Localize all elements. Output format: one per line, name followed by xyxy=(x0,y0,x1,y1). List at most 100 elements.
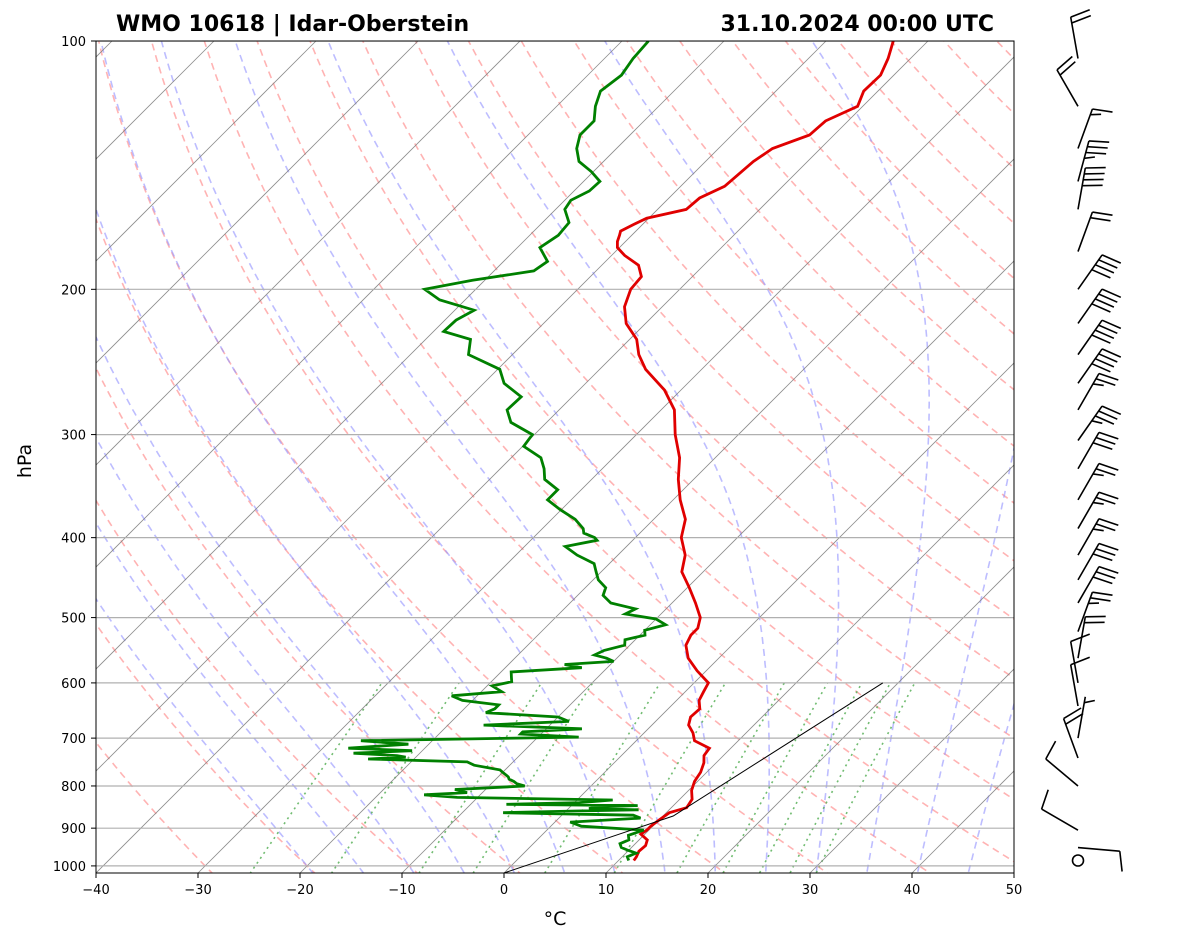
wind-barb xyxy=(1077,517,1119,556)
parcel-path-line xyxy=(503,682,884,873)
isotherm-line xyxy=(707,566,1014,873)
wind-barb xyxy=(1077,108,1113,149)
mixing-ratio-line xyxy=(789,682,892,873)
moist-adiabat-line xyxy=(96,207,516,873)
moist-adiabat-line xyxy=(160,41,616,873)
isotherm-line xyxy=(96,41,317,262)
wind-barb xyxy=(1069,8,1092,59)
wind-barb xyxy=(1077,696,1095,739)
x-tick-label: 10 xyxy=(598,883,615,898)
dry-adiabat-line xyxy=(96,366,522,873)
isotherm-line xyxy=(503,362,1014,873)
moist-adiabat-line xyxy=(967,701,1014,873)
isotherm-line xyxy=(96,41,521,466)
x-axis-label: °C xyxy=(544,908,567,930)
dry-adiabat-line xyxy=(1136,23,1181,884)
wind-barb xyxy=(1040,789,1079,831)
isotherm-line xyxy=(1013,872,1014,873)
dry-adiabat-line xyxy=(361,41,1014,740)
dry-adiabat-line xyxy=(96,216,624,873)
x-tick-label: −30 xyxy=(184,883,211,898)
mixing-ratio-line xyxy=(543,682,661,873)
dry-adiabat-line xyxy=(309,41,1014,801)
x-tick-label: 40 xyxy=(904,883,921,898)
wind-barb xyxy=(1062,707,1084,759)
dry-adiabat-line xyxy=(1032,23,1181,884)
y-tick-label: 500 xyxy=(61,612,86,627)
isotherm-line xyxy=(809,668,1014,873)
wind-barb xyxy=(1077,431,1119,470)
dry-adiabat-line xyxy=(573,41,1014,505)
dry-adiabat-line xyxy=(678,41,1014,391)
y-tick-label: 400 xyxy=(61,532,86,547)
y-tick-label: 200 xyxy=(61,283,86,298)
x-tick-label: 30 xyxy=(802,883,819,898)
chart-title-station: WMO 10618 | Idar-Oberstein xyxy=(116,12,469,37)
mixing-ratio-line xyxy=(758,682,863,873)
wind-barb xyxy=(1077,288,1122,324)
wind-barb xyxy=(1069,633,1090,684)
mixing-ratio-line xyxy=(330,682,460,873)
y-tick-label: 300 xyxy=(61,429,86,444)
y-tick-label: 600 xyxy=(61,677,86,692)
wind-barb xyxy=(1077,166,1106,210)
plot-background xyxy=(96,41,1014,873)
mixing-ratio-line xyxy=(675,682,785,873)
x-tick-label: 0 xyxy=(500,883,508,898)
y-tick-label: 1000 xyxy=(53,860,86,875)
moist-adiabat-line xyxy=(96,335,466,873)
moist-adiabat-line xyxy=(811,41,930,873)
wind-barb xyxy=(1045,740,1079,787)
dry-adiabat-line xyxy=(97,41,727,873)
moist-adiabat-line xyxy=(96,597,314,873)
plot-frame xyxy=(95,40,1015,874)
dry-adiabat-line xyxy=(203,41,932,873)
wind-barb xyxy=(1077,348,1122,384)
wind-barb xyxy=(1056,55,1079,107)
y-tick-label: 800 xyxy=(61,780,86,795)
wind-barb xyxy=(1077,405,1122,441)
x-tick-label: 20 xyxy=(700,883,717,898)
temperature-line xyxy=(616,41,895,862)
isotherm-line xyxy=(197,56,1014,873)
dry-adiabat-line xyxy=(256,41,1014,863)
isotherm-line xyxy=(299,158,1014,873)
mixing-ratio-line xyxy=(613,682,727,873)
isotherm-line xyxy=(605,464,1014,873)
wind-barb xyxy=(1077,846,1123,872)
wind-barb xyxy=(1069,656,1090,707)
wind-barb xyxy=(1077,211,1113,252)
wind-barb xyxy=(1077,565,1119,604)
background-lines xyxy=(96,23,1181,884)
isotherm-line xyxy=(96,41,929,873)
wind-barb xyxy=(1077,254,1122,290)
mixing-ratio-line xyxy=(472,682,594,873)
wind-barb xyxy=(1071,854,1085,867)
wind-barb xyxy=(1077,462,1119,501)
wind-barbs xyxy=(1040,8,1123,872)
chart-title-datetime: 31.10.2024 00:00 UTC xyxy=(720,12,994,37)
dry-adiabat-line xyxy=(626,41,1014,448)
isotherm-line xyxy=(96,41,827,772)
y-tick-label: 700 xyxy=(61,732,86,747)
data-lines xyxy=(348,41,895,873)
dry-adiabat-line xyxy=(467,41,1014,621)
mixing-ratio-line xyxy=(249,682,383,873)
wind-barb xyxy=(1077,615,1106,659)
x-tick-label: 50 xyxy=(1006,883,1023,898)
isotherm-line xyxy=(96,41,725,670)
moist-adiabat-line xyxy=(96,521,365,873)
wind-barb xyxy=(1077,591,1113,632)
x-tick-label: −40 xyxy=(82,883,109,898)
moist-adiabat-line xyxy=(916,444,1014,873)
x-tick-label: −10 xyxy=(388,883,415,898)
moist-adiabat-line xyxy=(604,41,840,873)
wind-barb xyxy=(1077,140,1110,182)
dry-adiabat-line xyxy=(96,622,316,873)
x-tick-label: −20 xyxy=(286,883,313,898)
mixing-ratio-line xyxy=(815,682,916,873)
y-axis-label: hPa xyxy=(14,444,36,478)
isotherm-line xyxy=(96,41,419,364)
y-tick-label: 900 xyxy=(61,822,86,837)
mixing-ratio-line xyxy=(722,682,829,873)
